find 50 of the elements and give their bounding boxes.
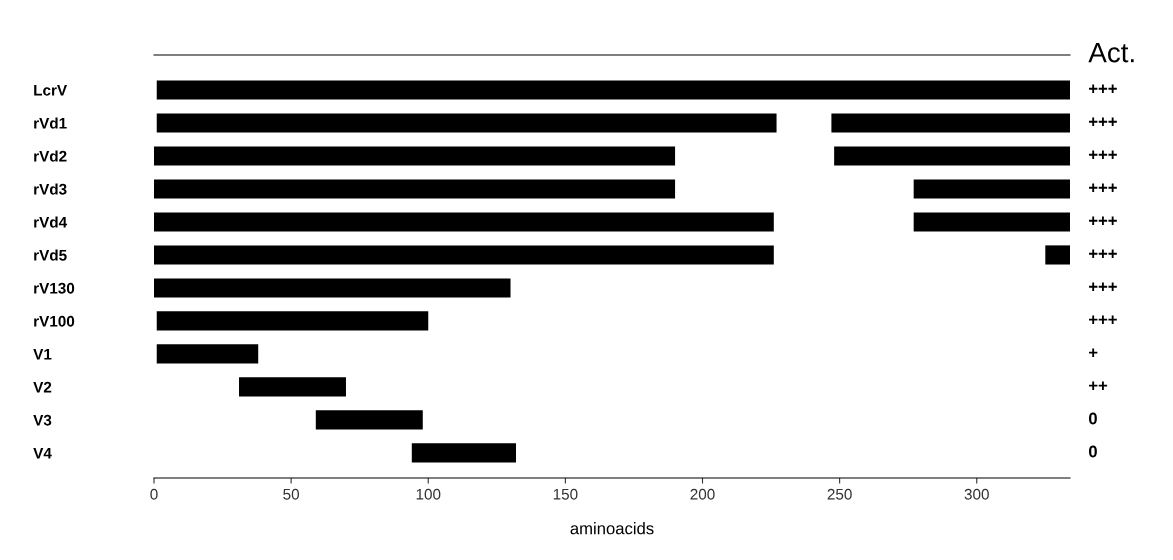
x-tick-label: 300 — [964, 488, 989, 500]
text: 0 — [1088, 412, 1097, 425]
y-tick-label: rV100 — [34, 315, 75, 327]
bar — [154, 179, 676, 199]
bar — [154, 212, 774, 232]
bar — [154, 278, 511, 298]
text: +++ — [1089, 117, 1117, 126]
x-tick-label: 250 — [827, 488, 852, 500]
bar — [156, 80, 1070, 100]
text: +++ — [1089, 84, 1117, 93]
x-tick-label: 150 — [553, 488, 578, 500]
bar — [913, 212, 1070, 232]
text: 0 — [1088, 445, 1097, 458]
text: +++ — [1089, 282, 1117, 291]
text: + — [1089, 348, 1098, 357]
text: ++ — [1089, 381, 1108, 390]
y-tick-label: rVd1 — [34, 117, 67, 129]
y-tick-label: V1 — [33, 348, 52, 360]
bar — [156, 113, 777, 133]
text: Act. — [1088, 43, 1134, 63]
x-tick-label: 0 — [150, 488, 158, 500]
x-tick-label: 50 — [283, 488, 300, 500]
bar — [1045, 245, 1070, 265]
text: +++ — [1089, 249, 1117, 258]
text: +++ — [1089, 315, 1117, 324]
bar — [156, 344, 259, 364]
x-tick-label: 200 — [690, 488, 715, 500]
y-tick-label: V2 — [33, 381, 52, 393]
text: +++ — [1089, 150, 1117, 159]
bar — [154, 245, 774, 265]
bar — [156, 311, 429, 331]
bar — [834, 146, 1070, 166]
bar — [239, 377, 346, 397]
y-tick-label: rVd4 — [34, 216, 68, 228]
bar — [831, 113, 1070, 133]
text: +++ — [1089, 216, 1117, 225]
y-tick-label: V3 — [33, 414, 52, 426]
y-tick-label: LcrV — [34, 85, 68, 96]
y-tick-label: rVd5 — [34, 249, 67, 261]
y-tick-label: rV130 — [34, 282, 75, 294]
bar — [913, 179, 1070, 199]
bar — [411, 443, 517, 463]
y-tick-label: rVd2 — [34, 150, 67, 162]
y-tick-label: rVd3 — [34, 183, 67, 195]
y-tick-label: V4 — [33, 447, 52, 459]
x-axis-title: aminoacids — [570, 522, 654, 535]
bar — [154, 146, 676, 166]
x-tick-label: 100 — [416, 488, 441, 500]
bar — [315, 410, 423, 430]
text: +++ — [1089, 183, 1117, 192]
